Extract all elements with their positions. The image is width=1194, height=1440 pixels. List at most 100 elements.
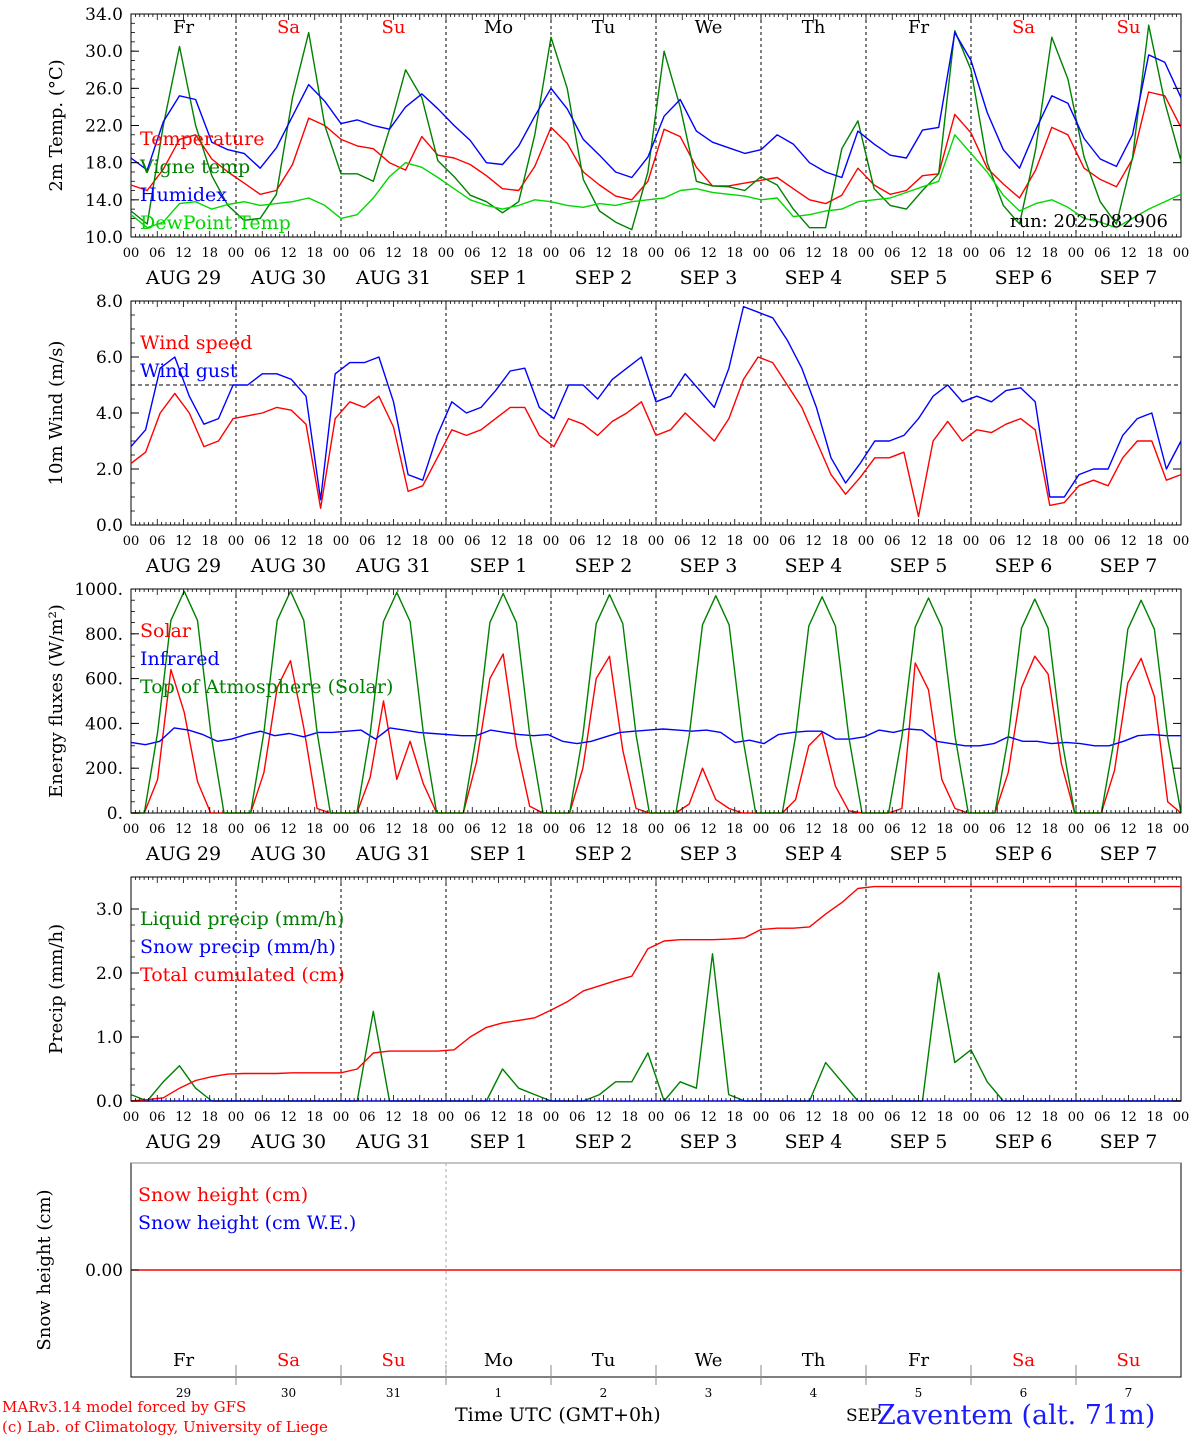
x-tick-label: 00 [333, 822, 350, 837]
day-label: SEP 7 [1100, 1131, 1158, 1153]
x-tick-label: 00 [438, 822, 455, 837]
day-label: SEP 6 [995, 1131, 1053, 1153]
day-label: SEP 2 [575, 267, 633, 289]
x-tick-label: 06 [989, 246, 1006, 261]
station-name: Zaventem (alt. 71m) [877, 1400, 1156, 1431]
x-tick-label: 18 [516, 246, 533, 261]
x-tick-label: 18 [411, 822, 428, 837]
x-tick-label: 00 [228, 534, 245, 549]
y-tick-label: 0.0 [96, 1092, 123, 1112]
y-tick-label: 800. [85, 625, 123, 645]
x-tick-label: 00 [333, 1110, 350, 1125]
x-tick-label: 18 [936, 822, 953, 837]
x-tick-label: 18 [306, 822, 323, 837]
x-tick-label: 06 [569, 822, 586, 837]
x-tick-label: 12 [385, 1110, 402, 1125]
x-tick-label: 06 [1094, 1110, 1111, 1125]
x-tick-label: 12 [1015, 246, 1032, 261]
x-tick-label: 18 [1146, 1110, 1163, 1125]
x-tick-label: 12 [910, 534, 927, 549]
day-label: AUG 29 [145, 555, 221, 577]
x-tick-label: 00 [963, 246, 980, 261]
x-tick-label: 06 [779, 822, 796, 837]
day-label: SEP 2 [575, 1131, 633, 1153]
x-tick-label: 12 [1120, 822, 1137, 837]
y-tick-label: 30.0 [85, 42, 123, 62]
weekday-label: Th [802, 1350, 826, 1371]
x-tick-label: 06 [674, 1110, 691, 1125]
weekday-label: Su [1117, 1350, 1141, 1371]
weekday-label: Su [382, 17, 406, 38]
x-tick-label: 12 [700, 1110, 717, 1125]
y-axis-title: Precip (mm/h) [46, 924, 67, 1054]
legend-entry: Top of Atmosphere (Solar) [140, 676, 393, 698]
x-tick-label: 00 [648, 1110, 665, 1125]
x-tick-label: 06 [569, 534, 586, 549]
x-tick-label: 00 [648, 534, 665, 549]
x-tick-label: 12 [805, 534, 822, 549]
x-tick-label: 12 [175, 246, 192, 261]
day-label: SEP 1 [470, 1131, 528, 1153]
x-tick-label: 18 [831, 246, 848, 261]
x-tick-label: 18 [1041, 534, 1058, 549]
x-tick-label: 00 [543, 1110, 560, 1125]
legend-entry: DewPoint Temp [140, 212, 291, 234]
x-tick-label: 12 [175, 822, 192, 837]
x-tick-label: 12 [280, 1110, 297, 1125]
x-tick-label: 06 [674, 534, 691, 549]
panel-frame-1 [130, 300, 1182, 526]
y-tick-label: 4.0 [96, 404, 123, 424]
x-tick-label: 12 [910, 822, 927, 837]
x-tick-label: 12 [385, 822, 402, 837]
x-tick-label: 18 [1041, 822, 1058, 837]
y-tick-label: 10.0 [85, 228, 123, 248]
x-tick-label: 12 [280, 534, 297, 549]
y-tick-label: 600. [85, 670, 123, 690]
weekday-label: Mo [484, 17, 513, 38]
x-tick-label: 00 [228, 1110, 245, 1125]
x-tick-label: 06 [1094, 246, 1111, 261]
x-tick-label: 06 [779, 534, 796, 549]
x-tick-label: 12 [490, 534, 507, 549]
x-tick-label: 18 [411, 534, 428, 549]
x-tick-label: 12 [1120, 1110, 1137, 1125]
y-axis-title: 2m Temp. (°C) [46, 59, 67, 191]
weekday-label: Sa [1012, 17, 1035, 38]
day-label: AUG 30 [250, 1131, 326, 1153]
x-tick-label: 06 [884, 246, 901, 261]
x-tick-label: 00 [1173, 534, 1190, 549]
day-label: SEP 6 [995, 843, 1053, 865]
x-tick-label: 00 [753, 534, 770, 549]
x-tick-label: 12 [595, 534, 612, 549]
x-tick-label: 06 [989, 822, 1006, 837]
x-tick-label: 00 [753, 822, 770, 837]
x-tick-label: 00 [1173, 246, 1190, 261]
day-label: AUG 30 [250, 555, 326, 577]
x-tick-label: 18 [726, 1110, 743, 1125]
day-number: 30 [281, 1386, 296, 1400]
day-label: SEP 4 [785, 843, 843, 865]
x-tick-label: 18 [201, 822, 218, 837]
x-tick-label: 18 [1041, 246, 1058, 261]
x-tick-label: 06 [149, 822, 166, 837]
x-tick-label: 12 [175, 1110, 192, 1125]
x-tick-label: 00 [228, 246, 245, 261]
x-tick-label: 00 [123, 1110, 140, 1125]
y-axis-title: Snow height (cm) [34, 1189, 55, 1350]
x-tick-label: 06 [884, 534, 901, 549]
day-label: SEP 5 [890, 555, 948, 577]
x-tick-label: 06 [359, 822, 376, 837]
x-tick-label: 00 [648, 246, 665, 261]
x-tick-label: 06 [779, 246, 796, 261]
day-number: 1 [495, 1386, 503, 1400]
x-tick-label: 00 [1173, 822, 1190, 837]
x-tick-label: 00 [753, 1110, 770, 1125]
day-label: SEP 4 [785, 267, 843, 289]
day-number: 31 [386, 1386, 401, 1400]
x-tick-label: 00 [963, 822, 980, 837]
x-tick-label: 18 [306, 1110, 323, 1125]
x-tick-label: 12 [385, 246, 402, 261]
x-tick-label: 18 [306, 246, 323, 261]
x-tick-label: 18 [726, 822, 743, 837]
